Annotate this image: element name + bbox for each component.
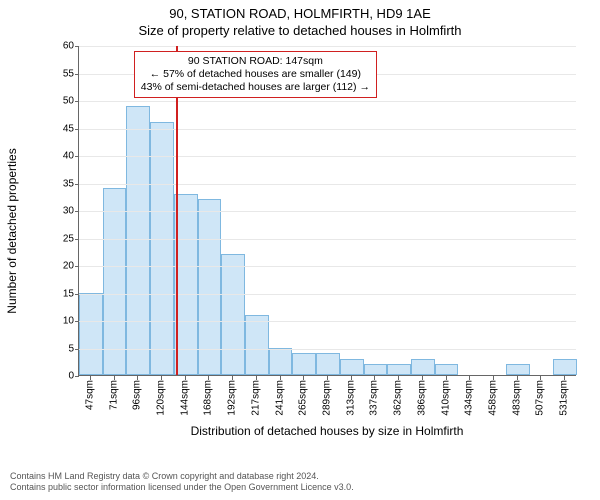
annotation-line: ← 57% of detached houses are smaller (14… bbox=[141, 68, 370, 81]
histogram-bar bbox=[506, 364, 530, 375]
ytick-label: 5 bbox=[50, 343, 74, 354]
xtick-label: 386sqm bbox=[416, 380, 427, 416]
histogram-bar bbox=[364, 364, 388, 375]
xtick-label: 410sqm bbox=[440, 380, 451, 416]
histogram-bar bbox=[245, 315, 269, 376]
histogram-bar bbox=[126, 106, 150, 376]
ytick-mark bbox=[75, 101, 79, 102]
xtick-label: 47sqm bbox=[84, 380, 95, 410]
gridline bbox=[79, 211, 576, 212]
gridline bbox=[79, 156, 576, 157]
histogram-bar bbox=[269, 348, 293, 376]
plot-area: 90 STATION ROAD: 147sqm← 57% of detached… bbox=[78, 46, 576, 376]
histogram-bar bbox=[387, 364, 411, 375]
ytick-label: 10 bbox=[50, 316, 74, 327]
ytick-mark bbox=[75, 156, 79, 157]
ytick-label: 40 bbox=[50, 151, 74, 162]
gridline bbox=[79, 101, 576, 102]
gridline bbox=[79, 129, 576, 130]
ytick-label: 50 bbox=[50, 96, 74, 107]
xtick-label: 241sqm bbox=[274, 380, 285, 416]
ytick-mark bbox=[75, 294, 79, 295]
histogram-bar bbox=[435, 364, 459, 375]
annotation-line: 43% of semi-detached houses are larger (… bbox=[141, 81, 370, 94]
footer-attribution: Contains HM Land Registry data © Crown c… bbox=[10, 471, 354, 494]
chart-header: 90, STATION ROAD, HOLMFIRTH, HD9 1AE Siz… bbox=[0, 0, 600, 38]
gridline bbox=[79, 266, 576, 267]
gridline bbox=[79, 184, 576, 185]
ytick-label: 25 bbox=[50, 233, 74, 244]
histogram-bar bbox=[221, 254, 245, 375]
ytick-mark bbox=[75, 46, 79, 47]
gridline bbox=[79, 349, 576, 350]
histogram-bar bbox=[79, 293, 103, 376]
xtick-label: 313sqm bbox=[345, 380, 356, 416]
annotation-line: 90 STATION ROAD: 147sqm bbox=[141, 55, 370, 68]
footer-line-2: Contains public sector information licen… bbox=[10, 482, 354, 494]
histogram-bar bbox=[340, 359, 364, 376]
ytick-label: 60 bbox=[50, 41, 74, 52]
xtick-label: 120sqm bbox=[156, 380, 167, 416]
histogram-bar bbox=[150, 122, 174, 375]
xtick-label: 168sqm bbox=[203, 380, 214, 416]
xtick-label: 71sqm bbox=[108, 380, 119, 410]
chart-container: Number of detached properties 90 STATION… bbox=[48, 46, 576, 416]
ytick-mark bbox=[75, 239, 79, 240]
xtick-label: 458sqm bbox=[488, 380, 499, 416]
ytick-label: 15 bbox=[50, 288, 74, 299]
ytick-mark bbox=[75, 376, 79, 377]
ytick-mark bbox=[75, 184, 79, 185]
xtick-label: 531sqm bbox=[559, 380, 570, 416]
ytick-mark bbox=[75, 266, 79, 267]
annotation-box: 90 STATION ROAD: 147sqm← 57% of detached… bbox=[134, 51, 377, 98]
gridline bbox=[79, 321, 576, 322]
histogram-bar bbox=[411, 359, 435, 376]
ytick-mark bbox=[75, 321, 79, 322]
ytick-label: 35 bbox=[50, 178, 74, 189]
ytick-mark bbox=[75, 129, 79, 130]
xtick-label: 96sqm bbox=[132, 380, 143, 410]
histogram-bar bbox=[292, 353, 316, 375]
xtick-label: 192sqm bbox=[227, 380, 238, 416]
xtick-label: 483sqm bbox=[511, 380, 522, 416]
xtick-label: 265sqm bbox=[298, 380, 309, 416]
xtick-label: 337sqm bbox=[369, 380, 380, 416]
histogram-bar bbox=[103, 188, 127, 375]
ytick-label: 55 bbox=[50, 68, 74, 79]
xtick-label: 362sqm bbox=[393, 380, 404, 416]
ytick-label: 20 bbox=[50, 261, 74, 272]
gridline bbox=[79, 294, 576, 295]
footer-line-1: Contains HM Land Registry data © Crown c… bbox=[10, 471, 354, 483]
ytick-label: 0 bbox=[50, 371, 74, 382]
xtick-label: 217sqm bbox=[250, 380, 261, 416]
ytick-label: 30 bbox=[50, 206, 74, 217]
xtick-label: 289sqm bbox=[322, 380, 333, 416]
xtick-label: 434sqm bbox=[464, 380, 475, 416]
y-axis-label: Number of detached properties bbox=[5, 148, 19, 313]
gridline bbox=[79, 46, 576, 47]
address-title: 90, STATION ROAD, HOLMFIRTH, HD9 1AE bbox=[0, 6, 600, 21]
ytick-mark bbox=[75, 74, 79, 75]
x-axis-label: Distribution of detached houses by size … bbox=[78, 424, 576, 438]
gridline bbox=[79, 239, 576, 240]
xtick-label: 144sqm bbox=[179, 380, 190, 416]
xtick-label: 507sqm bbox=[535, 380, 546, 416]
ytick-mark bbox=[75, 349, 79, 350]
ytick-mark bbox=[75, 211, 79, 212]
ytick-label: 45 bbox=[50, 123, 74, 134]
histogram-bar bbox=[553, 359, 577, 376]
histogram-bar bbox=[316, 353, 340, 375]
chart-subtitle: Size of property relative to detached ho… bbox=[0, 23, 600, 38]
